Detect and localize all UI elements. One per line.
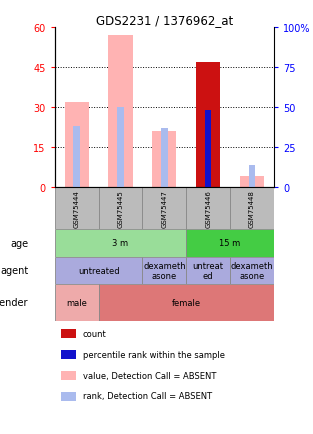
Bar [73,126,80,187]
Text: dexameth
asone: dexameth asone [231,261,273,280]
Text: GSM75446: GSM75446 [205,190,211,227]
Bar [205,110,212,187]
Text: male: male [66,298,87,307]
Text: age: age [10,238,28,248]
Bar [142,187,186,230]
Text: GSM75447: GSM75447 [161,190,167,227]
Bar [55,284,99,321]
Text: GSM75444: GSM75444 [74,190,80,227]
Bar [161,129,168,187]
Bar [142,257,186,284]
Bar [249,166,255,187]
Text: GSM75448: GSM75448 [249,190,255,227]
Bar [99,284,274,321]
Text: untreated: untreated [78,266,119,275]
Text: GSM75445: GSM75445 [117,190,124,227]
Bar [117,108,124,187]
Bar [64,102,89,187]
Bar [230,187,274,230]
Bar [186,230,274,257]
Text: 3 m: 3 m [112,239,129,248]
Title: GDS2231 / 1376962_at: GDS2231 / 1376962_at [96,14,233,27]
Text: count: count [83,329,107,338]
Text: value, Detection Call = ABSENT: value, Detection Call = ABSENT [83,371,216,380]
Bar [55,187,99,230]
Bar [230,257,274,284]
Bar [152,132,176,187]
Bar [186,187,230,230]
Bar [196,62,220,187]
Text: 15 m: 15 m [219,239,241,248]
Bar [108,36,133,187]
Bar [55,257,142,284]
Text: percentile rank within the sample: percentile rank within the sample [83,350,225,359]
Bar [240,177,264,187]
Bar [55,230,186,257]
Text: untreat
ed: untreat ed [192,261,224,280]
Text: female: female [172,298,201,307]
Bar [99,187,142,230]
Text: gender: gender [0,298,28,308]
Bar [186,257,230,284]
Text: dexameth
asone: dexameth asone [143,261,186,280]
Text: agent: agent [0,266,28,276]
Text: rank, Detection Call = ABSENT: rank, Detection Call = ABSENT [83,391,212,401]
